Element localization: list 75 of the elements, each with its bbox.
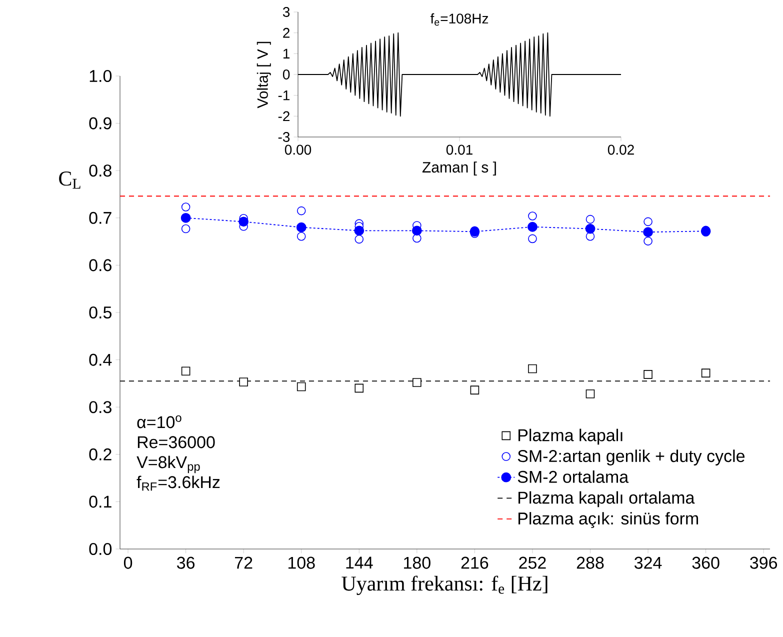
x-tick-label: 288 xyxy=(576,556,604,569)
x-tick-label: 396 xyxy=(750,556,778,569)
point xyxy=(644,370,652,379)
point xyxy=(412,226,422,236)
point xyxy=(412,378,422,387)
y-tick-label: 0.3 xyxy=(89,401,112,414)
y-tick-label: 0.9 xyxy=(89,117,112,130)
point xyxy=(644,236,652,246)
y-tick-label: -1 xyxy=(278,90,290,100)
x-tick-label: 0.00 xyxy=(284,144,312,155)
legend-label: Plazma kapalı ortalama xyxy=(518,491,695,508)
x-tick-label: 180 xyxy=(404,556,430,569)
x-tick-label: 0.02 xyxy=(608,144,634,155)
point xyxy=(296,206,306,216)
point xyxy=(181,366,190,376)
point xyxy=(586,389,595,398)
y-tick-label: 0.4 xyxy=(89,354,112,366)
x-tick-label: 216 xyxy=(461,556,488,569)
point xyxy=(239,378,248,386)
point xyxy=(238,216,249,227)
point xyxy=(181,202,190,212)
x-tick-label: 252 xyxy=(519,556,546,569)
y-tick-label: 0.2 xyxy=(89,448,112,460)
point xyxy=(296,232,306,241)
x-tick-label: 108 xyxy=(288,556,315,569)
point xyxy=(354,234,364,244)
x-tick-label: 0 xyxy=(124,556,132,569)
x-tick-label: 324 xyxy=(634,556,662,569)
y-tick-label: 0.1 xyxy=(89,496,112,508)
legend-label: SM-2 ortalama xyxy=(518,470,629,483)
point xyxy=(528,234,537,244)
x-tick-label: 0.01 xyxy=(446,144,472,155)
legend-label: Plazma açık: sinüs form xyxy=(518,512,698,528)
point xyxy=(644,217,652,226)
legend-label: Plazma kapalı xyxy=(518,428,622,445)
x-tick-label: 144 xyxy=(346,556,373,568)
point xyxy=(701,368,710,378)
point xyxy=(586,214,595,224)
x-tick-label: 36 xyxy=(176,556,195,569)
point xyxy=(528,212,537,220)
annotation: V=8kV$_{pp}$ xyxy=(136,456,200,474)
point xyxy=(585,224,596,234)
y-axis-title: Voltaj [ V ] xyxy=(256,42,271,108)
chart-title: f$_{e}$=108Hz xyxy=(430,13,488,26)
legend-label: SM-2:artan genlik + duty cycle xyxy=(518,450,745,466)
point xyxy=(354,384,364,393)
y-tick-label: 0 xyxy=(282,70,290,80)
x-axis-title: Uyarım frekansı: f$_{e}$ [Hz] xyxy=(342,576,548,596)
point xyxy=(470,386,480,394)
y-tick-label: -2 xyxy=(278,111,290,122)
point xyxy=(181,224,190,234)
y-tick-label: 3 xyxy=(282,7,290,17)
point xyxy=(354,226,364,236)
y-tick-label: 0.5 xyxy=(89,306,112,319)
annotation: f$_{RF}$=3.6kHz xyxy=(136,476,220,491)
y-tick-label: 2 xyxy=(283,28,290,38)
y-tick-label: 1.0 xyxy=(90,70,112,82)
point xyxy=(528,364,537,374)
point xyxy=(528,222,538,232)
point xyxy=(180,212,191,223)
point xyxy=(296,382,306,392)
y-tick-label: 0.6 xyxy=(89,259,112,272)
y-tick-label: 0.0 xyxy=(89,542,112,556)
y-axis-title: C$_{L}$ xyxy=(59,172,80,189)
x-tick-label: 72 xyxy=(235,556,252,569)
y-tick-label: 0.7 xyxy=(89,212,112,224)
annotation: Re=36000 xyxy=(138,436,215,448)
y-tick-label: -3 xyxy=(278,132,290,142)
y-tick-label: 1 xyxy=(283,48,290,58)
y-tick-label: 0.8 xyxy=(89,164,112,177)
point xyxy=(296,222,306,232)
x-axis-title: Zaman [ s ] xyxy=(422,162,496,176)
point xyxy=(643,227,653,238)
annotation: α=10$^{o}$ xyxy=(137,415,182,428)
x-tick-label: 360 xyxy=(692,556,720,569)
